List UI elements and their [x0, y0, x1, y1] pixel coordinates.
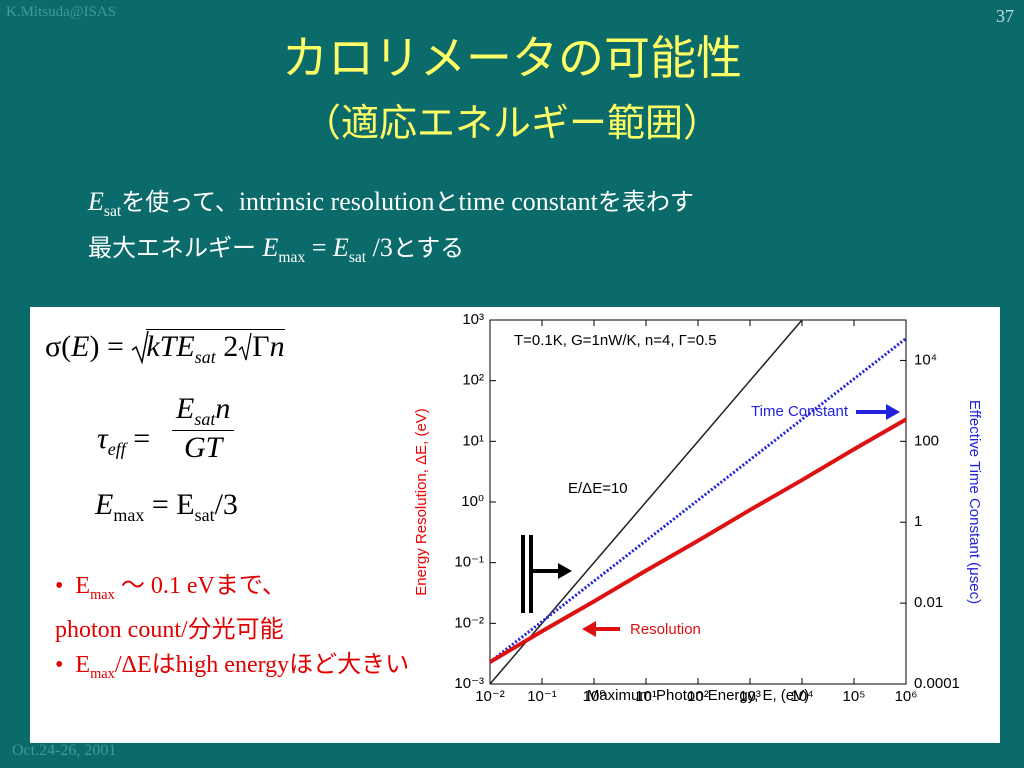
y-axis-label: Energy Resolution, ΔE, (eV) [413, 408, 430, 596]
bullet: • Emax ～ 0.1 eVまで、 photon count/分光可能 • E… [55, 571, 410, 682]
text: kTE [146, 330, 195, 363]
chart: T=0.1K, G=1nW/K, n=4, Γ=0.5 Maximum Phot… [413, 311, 983, 705]
text: sat [194, 347, 216, 367]
x-tick-label: 10⁰ [583, 688, 606, 705]
series-label: E/ΔE=10 [568, 480, 628, 497]
text: E [75, 573, 91, 599]
text: E [88, 187, 104, 216]
text: を表わす [597, 188, 694, 216]
slide-subtitle: （適応エネルギー範囲） [302, 101, 721, 145]
y-tick-label: 10² [462, 372, 484, 389]
text: sat [103, 203, 122, 221]
x-tick-label: 10¹ [635, 688, 657, 705]
x-tick-label: 10² [687, 688, 709, 705]
annotation: T=0.1K, G=1nW/K, n=4, Γ=0.5 [514, 332, 717, 349]
text: ～ 0.1 eV [114, 573, 215, 599]
y-tick-label: 10¹ [462, 432, 484, 449]
text: sat [194, 409, 216, 429]
text: E [262, 233, 279, 262]
text: E [71, 330, 90, 363]
page-number: 37 [996, 6, 1014, 26]
y-tick-label: 10⁻² [454, 614, 484, 631]
y-tick-label: 10³ [462, 311, 484, 328]
text: n [215, 392, 231, 425]
text: 分光可能 [187, 614, 284, 643]
text: intrinsic resolution [238, 187, 435, 216]
text: = [305, 233, 333, 262]
text: high energy [175, 651, 290, 678]
text: τ [97, 422, 108, 455]
y2-tick-label: 0.0001 [914, 675, 960, 692]
x-tick-label: 10³ [739, 688, 761, 705]
footer: Oct.24-26, 2001 [12, 742, 117, 759]
intro-line: 最大エネルギー Emax = Esat /3とする [88, 228, 464, 267]
text: = E [151, 488, 195, 521]
x-tick-label: 10⁻² [475, 688, 505, 705]
text: n [269, 330, 285, 363]
y2-tick-label: 100 [914, 432, 939, 449]
text: ) = [89, 330, 124, 363]
radical [238, 332, 252, 361]
slide-title: カロリメータの可能性 [282, 31, 742, 85]
x-axis-label: Maximum Photon Energy, E, (eV) [587, 687, 809, 704]
intro-line: Esatを使って、intrinsic resolutionとtime const… [88, 182, 694, 221]
y2-tick-label: 0.01 [914, 594, 943, 611]
text: max [90, 665, 115, 682]
arrow-head [582, 621, 596, 637]
text: max [113, 505, 145, 525]
radical [131, 330, 150, 365]
arrow-head [558, 563, 572, 579]
text: photon count/ [55, 616, 188, 643]
x-tick-label: 10⁵ [843, 688, 866, 705]
formula: Emax = Esat/3 [95, 488, 238, 526]
series-line [488, 417, 907, 664]
text: = [133, 422, 151, 455]
content-panel [30, 307, 1000, 743]
text: を使って、 [121, 188, 239, 216]
arrow-head [886, 404, 900, 420]
text: まで、 [214, 571, 286, 599]
text: σ( [45, 330, 72, 363]
y2-tick-label: 1 [914, 513, 922, 530]
text: GT [183, 431, 223, 464]
text: time constant [458, 187, 598, 216]
series-label: Resolution [630, 621, 701, 638]
text: ほど大きい [289, 649, 410, 678]
text: max [90, 586, 115, 603]
text: E [176, 392, 195, 425]
text: /ΔE [114, 651, 152, 678]
y2-tick-label: 10⁴ [914, 351, 937, 368]
series-label: Time Constant [751, 403, 849, 420]
text: 2 [223, 330, 239, 363]
x-tick-label: 10⁻¹ [527, 688, 557, 705]
text: は [151, 649, 176, 678]
text: Γ [252, 330, 270, 363]
series-line [489, 337, 907, 664]
y-tick-label: 10⁻¹ [454, 554, 484, 571]
text: 最大エネルギー [88, 234, 256, 262]
credit: K.Mitsuda@ISAS [6, 4, 117, 20]
formula: τeff = [97, 422, 150, 460]
x-tick-label: 10⁶ [895, 688, 918, 705]
y-tick-label: 10⁻³ [454, 675, 484, 692]
text: E [332, 233, 349, 262]
formula: σ(E) = kTEsat 2 Γn [45, 329, 285, 368]
text: eff [107, 439, 126, 459]
text: /3 [214, 488, 238, 521]
y2-axis-label: Effective Time Constant (μsec) [966, 400, 983, 604]
text: と [434, 188, 459, 216]
text: とする [392, 234, 465, 262]
text: E [75, 651, 91, 678]
text: /3 [366, 233, 393, 262]
text: E [95, 488, 114, 521]
y-tick-label: 10⁰ [461, 493, 484, 510]
text: sat [348, 249, 367, 267]
fraction: Esatn GT [172, 392, 235, 465]
x-tick-label: 10⁴ [790, 688, 813, 705]
text: max [278, 249, 306, 267]
text: sat [194, 505, 215, 525]
